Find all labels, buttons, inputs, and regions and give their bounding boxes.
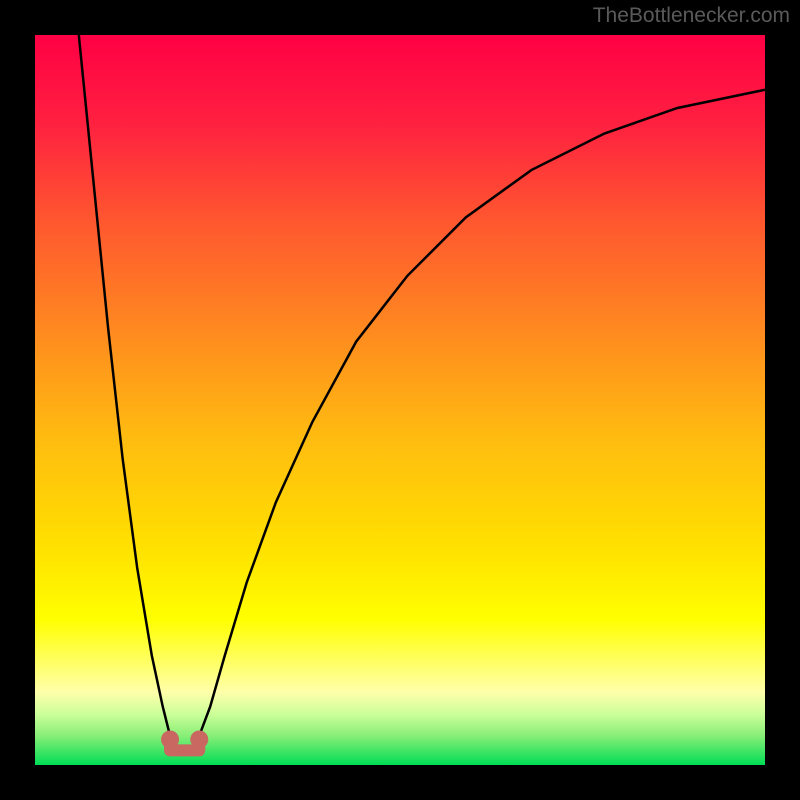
bottleneck-chart <box>0 0 800 800</box>
plot-background <box>35 35 765 765</box>
chart-container: TheBottlenecker.com <box>0 0 800 800</box>
watermark-text: TheBottlenecker.com <box>593 4 790 28</box>
